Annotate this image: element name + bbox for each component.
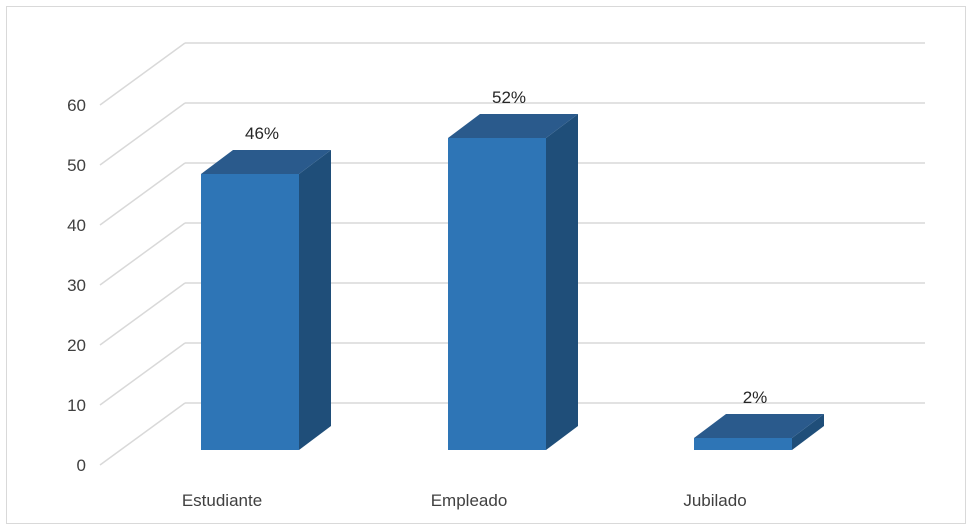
bar-jubilado	[694, 414, 824, 450]
bar-front-face	[448, 138, 546, 450]
bar-front-face	[694, 438, 792, 450]
bar-empleado	[448, 114, 578, 450]
y-tick-label: 50	[67, 156, 86, 175]
y-tick-label: 10	[67, 396, 86, 415]
gridline-side	[99, 222, 186, 286]
bar-side-face	[792, 414, 824, 450]
y-tick-label: 40	[67, 216, 86, 235]
x-axis-ticks: Estudiante Empleado Jubilado	[182, 491, 747, 510]
gridline-side	[99, 162, 186, 226]
x-tick-label: Jubilado	[683, 491, 746, 510]
y-tick-label: 60	[67, 96, 86, 115]
bar-top-face	[201, 150, 331, 174]
bar-top-face	[448, 114, 578, 138]
gridline-side	[99, 42, 186, 106]
bar-side-face	[299, 150, 331, 450]
gridline-side	[99, 102, 186, 166]
bar-estudiante	[201, 150, 331, 450]
gridline-side	[99, 282, 186, 346]
data-label: 46%	[245, 124, 279, 143]
gridline-side	[99, 342, 186, 406]
y-tick-label: 0	[77, 456, 86, 475]
bar-top-face	[694, 414, 824, 438]
x-tick-label: Empleado	[431, 491, 508, 510]
y-tick-label: 20	[67, 336, 86, 355]
data-labels: 46% 52% 2%	[245, 88, 767, 407]
data-label: 2%	[743, 388, 768, 407]
y-axis-ticks: 0 10 20 30 40 50 60	[67, 96, 86, 475]
bars	[201, 114, 824, 450]
data-label: 52%	[492, 88, 526, 107]
y-tick-label: 30	[67, 276, 86, 295]
x-tick-label: Estudiante	[182, 491, 262, 510]
gridline-side	[99, 402, 186, 466]
bar-front-face	[201, 174, 299, 450]
bar-side-face	[546, 114, 578, 450]
